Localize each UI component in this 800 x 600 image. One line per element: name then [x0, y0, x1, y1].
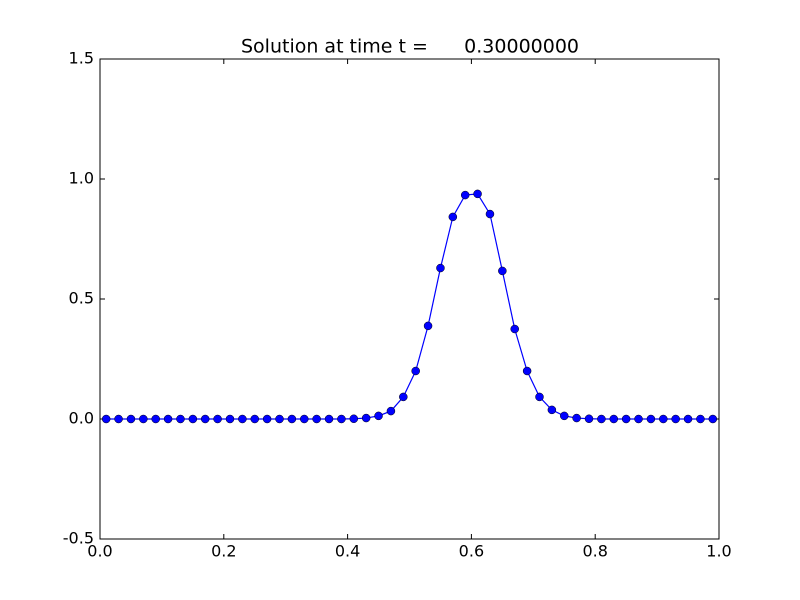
- data-point: [213, 414, 222, 424]
- data-point: [535, 392, 544, 402]
- data-point: [349, 414, 359, 424]
- data-point: [250, 414, 259, 424]
- x-tick-label: 0.2: [211, 542, 236, 561]
- x-tick-label: 1.0: [706, 542, 731, 561]
- data-point: [139, 414, 148, 424]
- data-point: [646, 414, 656, 424]
- chart-title: Solution at time t = 0.30000000: [241, 36, 579, 58]
- data-point: [337, 414, 346, 424]
- data-point: [361, 413, 371, 423]
- data-point: [634, 414, 643, 424]
- data-point: [262, 414, 272, 424]
- data-point: [423, 321, 433, 331]
- plot-frame: [99, 58, 720, 540]
- y-tick-label: -0.5: [63, 529, 94, 548]
- data-point: [485, 209, 495, 219]
- data-point: [225, 414, 235, 424]
- data-point: [708, 414, 718, 424]
- data-point: [176, 414, 185, 424]
- data-point: [584, 414, 594, 424]
- data-point: [151, 414, 160, 424]
- x-tick-label: 0.6: [459, 542, 484, 561]
- data-point: [399, 392, 408, 402]
- data-point: [287, 414, 297, 424]
- data-point: [374, 411, 383, 421]
- data-point: [126, 414, 136, 424]
- data-point: [671, 414, 680, 424]
- x-tick-label: 0.0: [87, 542, 112, 561]
- data-point: [510, 324, 519, 334]
- x-tick-label: 0.8: [582, 542, 607, 561]
- y-tick-label: 0.0: [69, 409, 94, 428]
- data-point: [386, 406, 396, 416]
- data-point: [275, 414, 284, 424]
- data-point: [522, 366, 532, 376]
- data-point: [659, 414, 668, 424]
- data-point: [448, 212, 458, 222]
- data-point: [683, 414, 693, 424]
- data-point: [114, 414, 123, 424]
- data-point: [498, 266, 507, 276]
- data-point: [560, 411, 569, 421]
- data-point: [200, 414, 210, 424]
- y-tick-label: 1.5: [69, 49, 94, 68]
- data-point: [238, 414, 247, 424]
- data-point: [188, 414, 198, 424]
- y-tick-label: 0.5: [69, 289, 94, 308]
- data-point: [101, 414, 111, 424]
- x-tick-label: 0.4: [335, 542, 360, 561]
- data-point: [621, 414, 631, 424]
- data-point: [460, 190, 470, 200]
- y-tick-label: 1.0: [69, 169, 94, 188]
- data-point: [547, 405, 557, 415]
- data-point: [436, 263, 445, 273]
- data-point: [163, 414, 173, 424]
- data-point: [473, 189, 482, 199]
- data-point: [609, 414, 619, 424]
- data-point: [300, 414, 309, 424]
- data-point: [597, 414, 606, 424]
- data-point: [312, 414, 321, 424]
- data-point: [696, 414, 705, 424]
- data-point: [324, 414, 334, 424]
- data-point: [411, 366, 420, 376]
- data-point: [572, 413, 581, 423]
